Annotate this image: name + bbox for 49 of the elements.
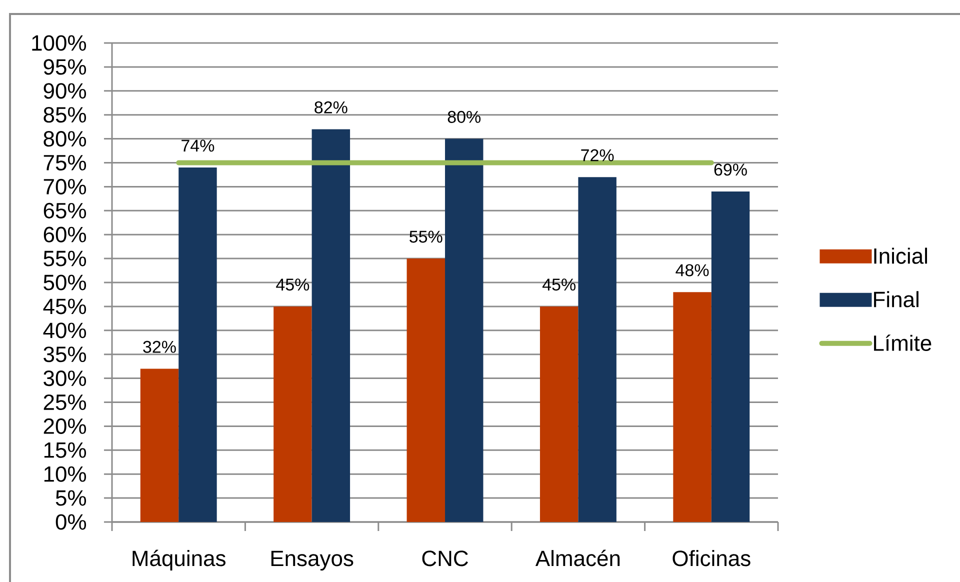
y-tick-label: 60% bbox=[44, 226, 86, 242]
bar bbox=[578, 177, 616, 522]
data-label: 74% bbox=[182, 140, 214, 152]
y-tick-label: 15% bbox=[44, 442, 86, 458]
bar bbox=[673, 292, 712, 522]
y-tick-label: 90% bbox=[44, 83, 86, 99]
y-tick-label: 0% bbox=[56, 514, 86, 530]
y-tick-label: 20% bbox=[44, 418, 86, 434]
y-tick-label: 50% bbox=[44, 274, 86, 290]
y-tick-label: 45% bbox=[43, 298, 86, 314]
data-label: 32% bbox=[143, 340, 176, 353]
y-tick-label: 65% bbox=[44, 202, 86, 218]
data-label: 55% bbox=[410, 230, 442, 243]
data-label: 45% bbox=[542, 278, 576, 291]
y-tick-label: 25% bbox=[44, 394, 86, 410]
y-tick-label: 80% bbox=[44, 131, 86, 147]
data-label: 48% bbox=[676, 264, 709, 276]
x-tick-label: Ensayos bbox=[271, 550, 354, 571]
y-tick-label: 100% bbox=[32, 35, 86, 51]
data-label: 72% bbox=[581, 149, 614, 162]
x-tick-label: Máquinas bbox=[132, 550, 226, 571]
legend-label: Final bbox=[874, 291, 918, 308]
bar bbox=[711, 191, 750, 522]
bar bbox=[312, 129, 350, 522]
data-label: 69% bbox=[714, 164, 747, 176]
y-tick-label: 75% bbox=[44, 155, 86, 170]
y-tick-label: 10% bbox=[44, 466, 86, 482]
x-tick-label: Almacén bbox=[535, 550, 620, 566]
y-tick-label: 55% bbox=[44, 250, 86, 266]
data-label: 82% bbox=[314, 101, 348, 114]
x-tick-label: CNC bbox=[422, 550, 468, 566]
bar bbox=[178, 168, 217, 522]
bar bbox=[274, 306, 312, 522]
y-tick-label: 95% bbox=[44, 59, 86, 75]
bar bbox=[540, 306, 578, 522]
y-tick-label: 5% bbox=[56, 490, 86, 506]
bar bbox=[140, 368, 179, 522]
y-tick-label: 35% bbox=[44, 346, 86, 362]
y-tick-label: 30% bbox=[44, 370, 86, 386]
legend-label: Límite bbox=[874, 334, 932, 351]
bar bbox=[445, 138, 484, 522]
y-tick-label: 70% bbox=[44, 178, 86, 194]
y-tick-label: 85% bbox=[44, 107, 86, 123]
data-label: 80% bbox=[448, 110, 481, 123]
y-tick-label: 40% bbox=[43, 322, 86, 338]
legend-label: Inicial bbox=[874, 248, 927, 264]
bar bbox=[406, 258, 446, 522]
data-label: 45% bbox=[276, 278, 310, 291]
x-tick-label: Oficinas bbox=[672, 550, 750, 566]
